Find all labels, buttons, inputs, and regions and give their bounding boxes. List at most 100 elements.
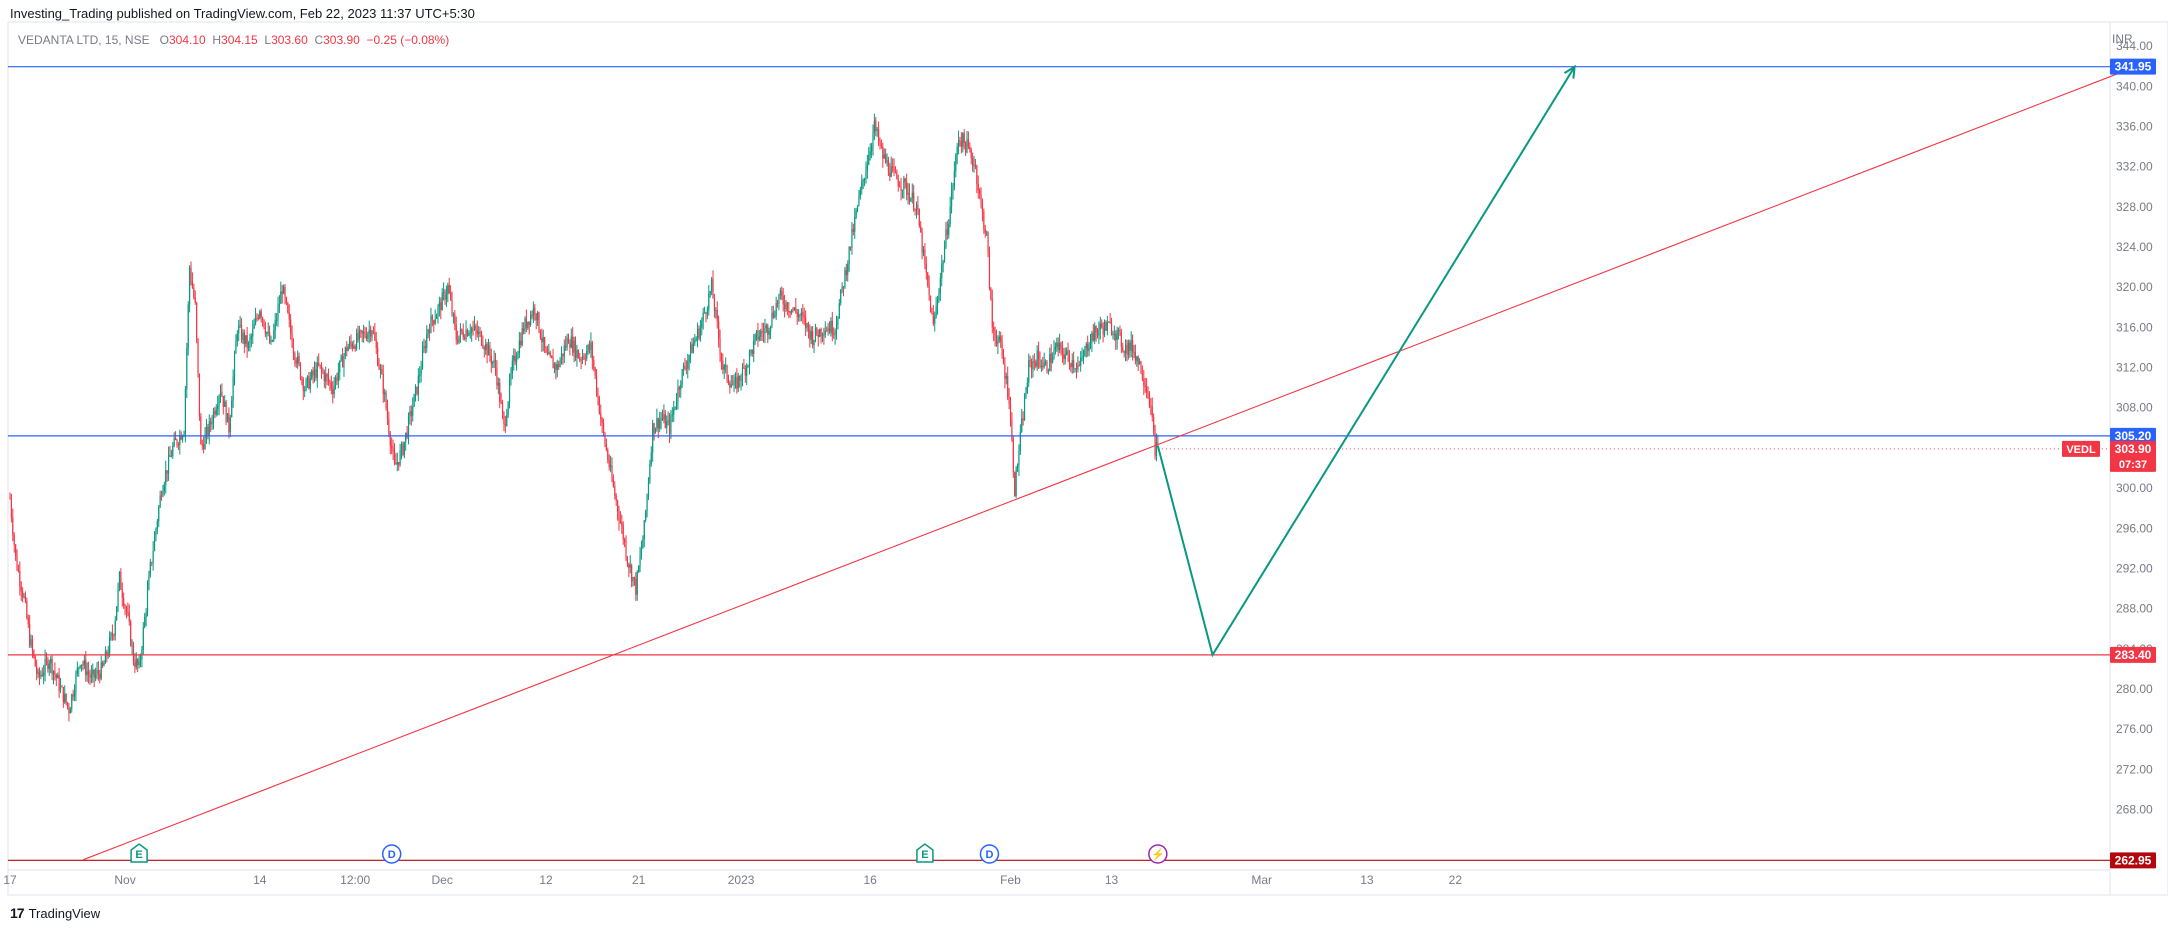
earnings-marker-icon: E bbox=[130, 843, 148, 863]
candle-body bbox=[973, 165, 975, 167]
candle-body bbox=[631, 565, 633, 582]
candle-body bbox=[601, 419, 603, 424]
high-label: H bbox=[212, 33, 222, 47]
candle-body bbox=[927, 272, 929, 286]
candle-body bbox=[994, 331, 996, 340]
symbol-price-tag-bg bbox=[2062, 440, 2100, 457]
candle-body bbox=[59, 686, 62, 691]
candle-body bbox=[47, 659, 49, 670]
candle-body bbox=[99, 673, 101, 679]
y-tick-label: 316.00 bbox=[2116, 320, 2153, 334]
candle-body bbox=[633, 577, 636, 579]
candle-body bbox=[793, 307, 796, 310]
candle-body bbox=[510, 373, 512, 380]
candle-body bbox=[268, 331, 271, 343]
candle-body bbox=[748, 351, 751, 366]
candle-body bbox=[782, 296, 784, 305]
candle-body bbox=[1061, 346, 1064, 355]
candle-body bbox=[652, 423, 654, 453]
publish-header: Investing_Trading published on TradingVi… bbox=[10, 6, 475, 21]
candle-body bbox=[901, 189, 904, 191]
candle-body bbox=[1140, 361, 1142, 374]
candle-body bbox=[78, 667, 80, 669]
candle-body bbox=[1126, 345, 1128, 355]
candle-body bbox=[1044, 361, 1047, 363]
candle-body bbox=[802, 312, 804, 316]
y-tick-label: 344.00 bbox=[2116, 39, 2153, 53]
candle-body bbox=[348, 341, 351, 347]
candle-body bbox=[855, 210, 857, 218]
candle-body bbox=[458, 335, 460, 343]
level-price-tag: 341.95 bbox=[2110, 58, 2156, 75]
candle-body bbox=[214, 411, 216, 415]
candle-body bbox=[887, 160, 890, 173]
candle-body bbox=[597, 393, 599, 398]
candle-body bbox=[1155, 442, 1158, 456]
candle-body bbox=[657, 418, 659, 429]
candle-body bbox=[1154, 430, 1156, 456]
candle-body bbox=[739, 375, 741, 381]
candle-body bbox=[876, 129, 878, 131]
candle-body bbox=[998, 336, 1000, 341]
candle-body bbox=[518, 340, 520, 354]
candle-body bbox=[466, 330, 469, 336]
candle-body bbox=[619, 521, 622, 523]
candle-body bbox=[90, 674, 92, 678]
candle-body bbox=[165, 470, 167, 485]
candle-body bbox=[635, 578, 637, 595]
candle-body bbox=[384, 392, 386, 395]
candle-body bbox=[500, 401, 502, 404]
candle-body bbox=[865, 170, 867, 179]
candle-body bbox=[273, 330, 275, 341]
candle-body bbox=[326, 374, 328, 377]
candle-body bbox=[459, 329, 462, 336]
candle-body bbox=[131, 645, 133, 647]
candle-body bbox=[768, 330, 770, 335]
candle-body bbox=[629, 565, 631, 568]
candle-body bbox=[1112, 334, 1114, 336]
candle-body bbox=[357, 333, 359, 340]
candle-body bbox=[1004, 364, 1006, 379]
bar-countdown-tag-text: 07:37 bbox=[2119, 459, 2147, 471]
candle-body bbox=[775, 303, 777, 317]
candle-body bbox=[368, 329, 370, 334]
current-price-tag-bg bbox=[2110, 440, 2156, 457]
candle-body bbox=[539, 331, 542, 339]
candle-body bbox=[494, 360, 497, 368]
candle-body bbox=[671, 414, 673, 416]
candle-body bbox=[732, 384, 734, 386]
candle-body bbox=[1067, 350, 1069, 356]
x-tick-label: 21 bbox=[632, 873, 646, 887]
candle-body bbox=[1148, 395, 1151, 406]
candle-body bbox=[726, 365, 728, 379]
candle-body bbox=[457, 339, 459, 343]
candle-body bbox=[201, 444, 203, 446]
candle-body bbox=[715, 310, 717, 312]
candle-body bbox=[622, 525, 624, 540]
candle-body bbox=[413, 394, 415, 407]
candle-body bbox=[1018, 450, 1020, 467]
candle-body bbox=[198, 373, 201, 417]
candle-body bbox=[924, 249, 926, 264]
candle-body bbox=[559, 360, 561, 367]
candle-body bbox=[501, 403, 504, 413]
low-label: L bbox=[264, 33, 272, 47]
candle-body bbox=[1026, 382, 1028, 393]
candle-body bbox=[885, 154, 887, 163]
candle-body bbox=[1025, 392, 1027, 398]
candle-body bbox=[546, 352, 549, 355]
candle-body bbox=[38, 671, 41, 677]
candle-body bbox=[611, 465, 613, 480]
candle-body bbox=[15, 544, 17, 556]
candle-body bbox=[447, 285, 449, 295]
candle-body bbox=[1000, 336, 1002, 342]
candle-body bbox=[734, 377, 737, 381]
candle-body bbox=[522, 328, 525, 332]
candle-body bbox=[468, 333, 470, 336]
candle-body bbox=[706, 309, 709, 314]
candle-body bbox=[257, 317, 259, 319]
candle-body bbox=[753, 340, 755, 354]
candle-body bbox=[798, 314, 800, 317]
candle-body bbox=[1040, 366, 1042, 368]
